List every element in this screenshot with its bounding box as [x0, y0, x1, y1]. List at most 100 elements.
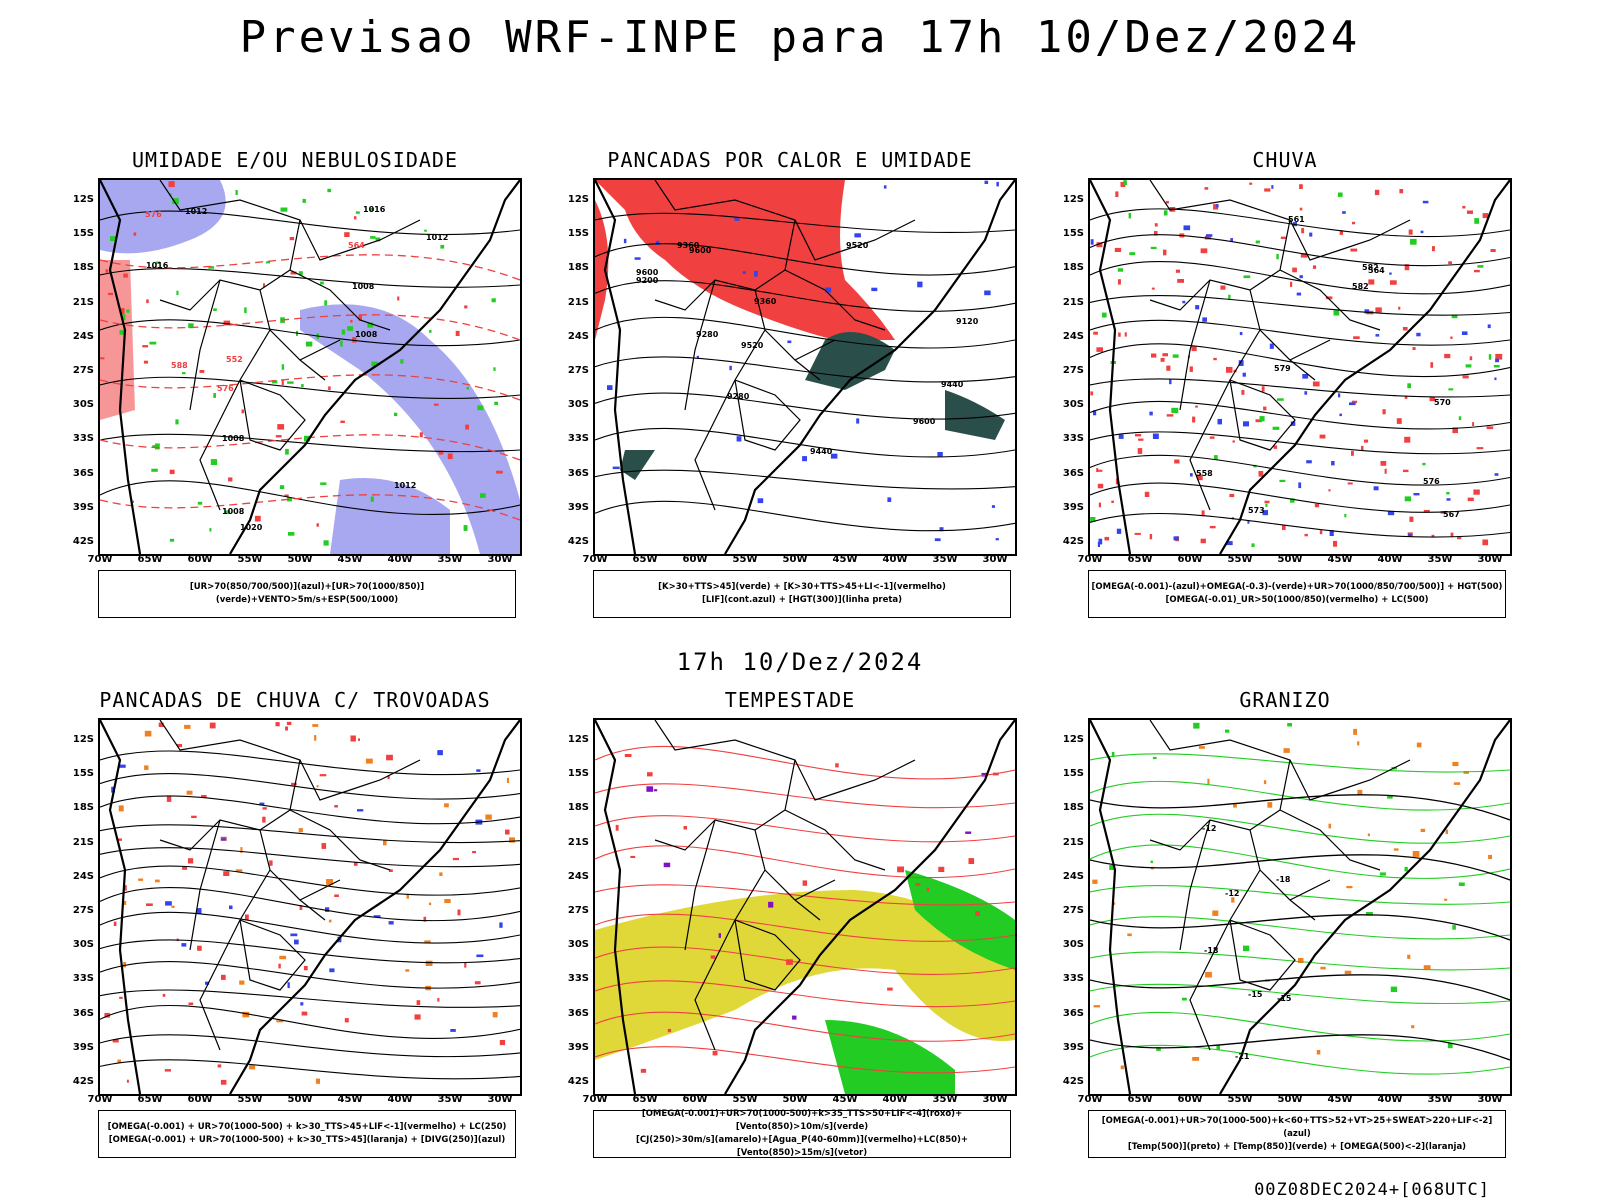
longitude-label: 65W: [632, 554, 658, 565]
secondary-contour: [100, 494, 520, 521]
contour-label: 576: [217, 384, 234, 393]
longitude-label: 55W: [237, 1094, 263, 1105]
contour-line: [100, 939, 520, 964]
contour-line: [595, 427, 1015, 458]
map-panel: CHUVA 582 582 579 576 573 570 567 564 561 558 12S 15…: [1050, 148, 1520, 628]
contour-line: [1090, 1044, 1510, 1075]
contour-line: [595, 356, 1015, 383]
contour-label: 588: [171, 361, 188, 370]
latitude-label: 24S: [72, 870, 94, 882]
secondary-contour: [1090, 1034, 1510, 1061]
longitude-label: 35W: [437, 1094, 463, 1105]
longitude-label: 50W: [287, 554, 313, 565]
contour-line: [1090, 482, 1510, 513]
panel-legend: [UR>70(850/700/500)](azul)+[UR>70(1000/8…: [98, 570, 516, 618]
longitude-label: 30W: [487, 554, 513, 565]
contour-line: [100, 961, 520, 989]
legend-line: [OMEGA(-0.001) + UR>70(1000-500) + k>30_…: [108, 1135, 506, 1145]
panel-legend: [OMEGA(-0.001) + UR>70(1000-500) + k>30_…: [98, 1110, 516, 1158]
legend-line: [OMEGA(-0.001)-(azul)+OMEGA(-0.3)-(verde…: [1091, 582, 1503, 592]
contour-label: 1012: [185, 207, 207, 216]
latitude-label: 12S: [72, 734, 94, 745]
latitude-label: 39S: [72, 1041, 94, 1053]
country-borders: [654, 180, 916, 511]
latitude-label: 27S: [567, 905, 589, 916]
jet-yellow-fill: [595, 890, 1015, 1060]
contour-line: [1090, 753, 1510, 773]
contour-line: [1090, 885, 1510, 905]
panel-title: GRANIZO: [1239, 688, 1331, 712]
contour-line: [1090, 951, 1510, 971]
contour-line: [1090, 208, 1510, 238]
longitude-label: 60W: [682, 554, 708, 565]
contour-line: [1090, 234, 1510, 267]
map-area: 1008 1008 1008 1008 1012 1012 1012 1016 1016 1020…: [98, 178, 522, 556]
footer-timestamp: 00Z08DEC2024+[068UTC]: [1254, 1180, 1490, 1200]
map-svg: [100, 720, 520, 1094]
latitude-label: 30S: [1062, 399, 1084, 411]
latitude-label: 36S: [567, 1007, 589, 1019]
longitude-label: 50W: [782, 554, 808, 565]
latitude-label: 15S: [1062, 768, 1084, 780]
contour-label: 552: [226, 355, 243, 364]
latitude-label: 30S: [1062, 939, 1084, 951]
longitude-label: 70W: [1077, 1094, 1103, 1105]
humidity-upper-fill: [300, 304, 520, 554]
contour-label: 9360: [754, 297, 777, 306]
latitude-label: 36S: [1062, 1007, 1084, 1019]
latitude-label: 39S: [567, 1041, 589, 1053]
latitude-label: 30S: [72, 939, 94, 951]
map-svg: 9600 9600 9600 9520 9520 9440 9440 9360 9360 9280…: [595, 180, 1015, 554]
latitude-label: 36S: [567, 467, 589, 479]
latitude-label: 24S: [567, 330, 589, 342]
longitude-label: 55W: [237, 554, 263, 565]
contour-line: [595, 1046, 1015, 1074]
contour-line: [1090, 844, 1510, 879]
latitude-label: 24S: [1062, 330, 1084, 342]
legend-line: [OMEGA(-0.01)_UR>50(1000/850)(vermelho) …: [1165, 595, 1429, 605]
country-borders: [1149, 720, 1411, 1051]
wind-green-fill-b: [825, 1020, 955, 1094]
map-area: [98, 718, 522, 1096]
panel-legend: [OMEGA(-0.001)+UR>70(1000-500)+k>35_TTS>…: [593, 1109, 1011, 1158]
latitude-label: 36S: [72, 1007, 94, 1019]
contour-label: 1012: [426, 233, 448, 242]
country-borders: [1149, 180, 1411, 511]
main-title: Previsao WRF-INPE para 17h 10/Dez/2024: [239, 12, 1361, 63]
latitude-label: 24S: [567, 870, 589, 882]
panel-legend: [K>30+TTS>45](verde) + [K>30+TTS>45+LI<-…: [593, 570, 1011, 618]
contour-line: [595, 316, 1015, 349]
contour-label: -18: [1204, 946, 1219, 955]
longitude-label: 60W: [1177, 554, 1203, 565]
contour-line: [595, 212, 1015, 234]
contour-line: [100, 824, 520, 844]
longitude-label: 35W: [932, 554, 958, 565]
latitude-label: 36S: [1062, 467, 1084, 479]
longitude-label: 30W: [982, 554, 1008, 565]
contour-label: 564: [1368, 266, 1385, 275]
longitude-label: 65W: [1127, 554, 1153, 565]
longitude-label: 40W: [1377, 554, 1403, 565]
latitude-label: 18S: [72, 262, 94, 274]
country-borders: [159, 180, 421, 511]
contour-label: 1016: [363, 205, 386, 214]
longitude-label: 70W: [87, 554, 113, 565]
latitude-label: 18S: [567, 262, 589, 274]
contour-label: 9600: [636, 268, 659, 277]
latitude-label: 12S: [567, 734, 589, 745]
latitude-label: 33S: [567, 433, 589, 445]
contour-label: 576: [145, 210, 162, 219]
latitude-label: 21S: [1062, 836, 1084, 848]
map-svg: [595, 720, 1015, 1094]
contour-line: [1090, 400, 1510, 430]
legend-line: [OMEGA(-0.001) + UR>70(1000-500) + k>30_…: [107, 1122, 507, 1132]
map-area: 9600 9600 9600 9520 9520 9440 9440 9360 9360 9280…: [593, 178, 1017, 556]
latitude-label: 15S: [72, 768, 94, 780]
latitude-label: 30S: [72, 399, 94, 411]
latitude-label: 39S: [72, 501, 94, 513]
map-panel: PANCADAS POR CALOR E UMIDADE 9600 9600 9600…: [555, 148, 1025, 628]
contour-label: 9280: [727, 392, 750, 401]
contour-label: -21: [1235, 1052, 1250, 1061]
panel-title: PANCADAS DE CHUVA C/ TROVOADAS: [99, 688, 491, 712]
map-svg: -12 -15 -18 -18 -21 -12 -15: [1090, 720, 1510, 1094]
